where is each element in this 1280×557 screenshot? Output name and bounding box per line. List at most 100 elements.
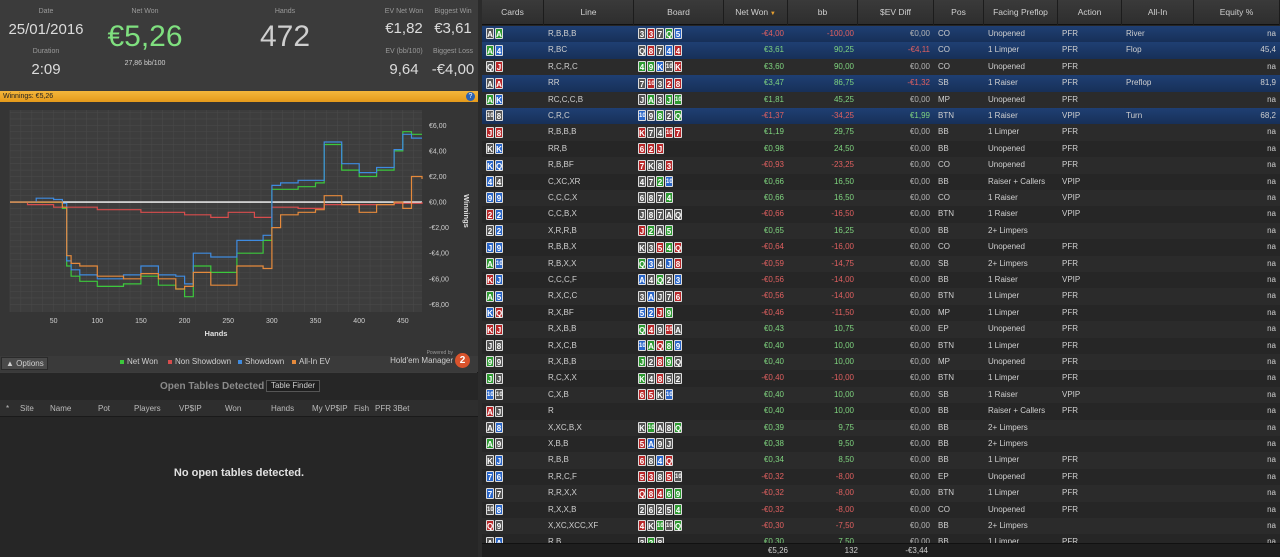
col-header[interactable]: Action [1058,0,1122,25]
table-row[interactable]: 2 2 C,C,B,X J 8 7 A Q -€0,66 -16,50 €0,00 BTN 1 Rais… [482,206,1280,223]
winnings-label: Winnings: €5,26 [3,93,54,100]
open-tables-col[interactable]: PFR [375,404,391,413]
table-row[interactable]: 7 6 R,R,C,F 5 3 8 5 10 -€0,32 -8,00 €0,00 EP Unopene… [482,468,1280,486]
col-header[interactable]: All-In [1122,0,1194,25]
net-won-cell: €0,39 [763,422,784,432]
net-won-cell: €1,81 [763,94,784,104]
col-header[interactable]: Pos [934,0,984,25]
table-finder-button[interactable]: Table Finder [266,380,320,392]
sort-desc-icon[interactable]: ▼ [768,11,776,17]
open-tables-col[interactable]: Won [225,404,242,413]
col-header[interactable]: $EV Diff [858,0,934,25]
table-row[interactable]: 9 9 R,X,B,B J 2 8 9 Q €0,40 10,00 €0,00 MP Unopened P… [482,354,1280,371]
playing-card: A [647,438,655,450]
table-row[interactable]: K K RR,B 6 2 J €0,98 24,50 €0,00 BB Unopened PFR na [482,140,1280,158]
open-tables-col[interactable]: 3Bet [393,404,410,413]
table-row[interactable]: 10 8 C,R,C 10 9 8 2 Q -€1,37 -34,25 €1,99 BTN 1 Rais… [482,108,1280,125]
open-tables-col[interactable]: Hands [271,404,295,413]
playing-card: 7 [656,44,664,56]
table-row[interactable]: K Q R,X,BF 5 2 J 9 -€0,46 -11,50 €0,00 MP 1 Limper P… [482,304,1280,322]
playing-card: 8 [656,159,664,171]
table-row[interactable]: 10 8 R,X,X,B 2 6 2 5 4 -€0,32 -8,00 €0,00 CO Unopene… [482,501,1280,518]
col-header[interactable]: Equity % [1194,0,1280,25]
net-won-cell: €0,98 [763,143,784,153]
table-row[interactable]: 9 9 C,C,C,X 6 8 7 4 €0,66 16,50 €0,00 CO 1 Raiser VP… [482,190,1280,207]
playing-card: 10 [665,520,673,532]
playing-card: Q [674,356,682,368]
open-tables-col[interactable]: Name [50,404,72,413]
col-header[interactable]: Line [544,0,634,25]
playing-card: Q [674,241,682,253]
legend-allin-ev[interactable]: All-In EV [292,357,330,366]
table-row[interactable]: K Q R,B,BF 7 K 8 3 -€0,93 -23,25 €0,00 CO Unopened P… [482,157,1280,174]
legend-showdown[interactable]: Showdown [238,357,284,366]
open-tables-col[interactable]: Site [20,404,34,413]
open-tables-col[interactable]: Pot [98,404,111,413]
playing-card: 8 [495,110,503,122]
table-row[interactable]: K J R,X,B,B Q 4 9 10 A €0,43 10,75 €0,00 EP Unopened… [482,321,1280,338]
table-row[interactable]: J J R,C,X,X K 4 8 5 2 -€0,40 -10,00 €0,00 BTN 1 Limp… [482,370,1280,387]
help-icon[interactable]: ? [466,92,475,101]
open-tables-col[interactable]: VP$IP [179,404,202,413]
table-row[interactable]: A A R,B,B,B 3 3 7 Q 5 -€4,00 -100,00 €0,00 CO Unopen… [482,26,1280,43]
playing-card: 10 [674,93,682,105]
table-row[interactable]: 2 2 X,R,R,B J 2 A 5 €0,65 16,25 €0,00 BB 2+ Limpers… [482,222,1280,240]
col-header[interactable]: Facing Preflop [984,0,1058,25]
playing-card: 2 [495,208,503,220]
table-row[interactable]: A 8 X,XC,B,X K 10 A 8 Q €0,39 9,75 €0,00 BB 2+ Limpe… [482,419,1280,436]
line-cell: R,B,X,X [548,258,577,268]
table-row[interactable]: J 8 R,X,C,B 10 A Q 8 9 €0,40 10,00 €0,00 BTN 1 Limpe… [482,337,1280,354]
table-row[interactable]: 10 10 C,X,B 6 5 K 10 €0,40 10,00 €0,00 SB 1 Raiser V… [482,386,1280,404]
playing-card: 10 [665,323,673,335]
allin-cell: Turn [1126,111,1143,120]
table-row[interactable]: 7 7 R,R,X,X Q 8 4 6 9 -€0,32 -8,00 €0,00 BTN 1 Limpe… [482,485,1280,502]
options-button[interactable]: ▲ Options [1,357,48,370]
table-row[interactable]: A 9 X,B,B 5 A 9 J €0,38 9,50 €0,00 BB 2+ Limpers na [482,436,1280,453]
action-cell: PFR [1062,455,1078,465]
playing-card: J [656,290,664,302]
table-row[interactable]: J 9 R,B,B,X K 3 5 4 Q -€0,64 -16,00 €0,00 CO Unopene… [482,239,1280,256]
allin-cell [1126,190,1190,206]
x-tick-label: 100 [91,318,103,325]
table-row[interactable]: A K RC,C,C,B J A 3 J 10 €1,81 45,25 €0,00 MP Unopene… [482,91,1280,108]
playing-card: K [495,93,503,105]
table-row[interactable]: A 5 R,X,C,C 3 A J 7 6 -€0,56 -14,00 €0,00 BTN 1 Limp… [482,288,1280,305]
position-cell: BB [938,406,949,416]
position-cell: CO [938,160,950,170]
table-row[interactable]: K J C,C,C,F A 4 Q 2 3 -€0,56 -14,00 €0,00 BB 1 Raise… [482,272,1280,289]
col-header[interactable]: Cards [482,0,544,25]
ev-diff-cell: €0,00 [909,373,930,383]
table-row[interactable]: 4 4 C,XC,XR 4 7 2 10 €0,66 16,50 €0,00 BB Raiser + … [482,173,1280,190]
table-row[interactable]: A 10 R,B,X,X Q 3 4 J 8 -€0,59 -14,75 €0,00 SB 2+ Lim… [482,255,1280,272]
col-header[interactable]: Net Won ▼ [724,0,788,25]
open-tables-col[interactable]: * [6,404,10,413]
table-row[interactable]: A 4 R,BC Q 8 7 4 4 €3,61 90,25 -€4,11 CO 1 Limper PFR… [482,42,1280,59]
ev-diff-cell: €0,00 [909,225,930,235]
table-row[interactable]: A A RR 7 10 3 2 8 €3,47 86,75 -€1,32 SB 1 Raiser PFR P… [482,75,1280,92]
open-tables-col[interactable]: Fish [354,404,370,413]
playing-card: 7 [638,159,646,171]
open-tables-col[interactable]: My VP$IP [312,404,348,413]
position-cell: SB [938,78,949,88]
table-row[interactable]: A J R €0,40 10,00 €0,00 BB Raiser + Callers PFR n… [482,403,1280,420]
table-row[interactable]: J 8 R,B,B,B K 7 4 10 7 €1,19 29,75 €0,00 BB 1 Limper… [482,124,1280,141]
table-row[interactable]: K J R,B,B 6 8 4 Q €0,34 8,50 €0,00 BB 1 Limper PFR na [482,452,1280,469]
net-won-cell: -€4,00 [761,29,784,38]
table-row[interactable]: Q 9 X,XC,XCC,XF 4 K 10 10 Q -€0,30 -7,50 €0,00 BB 2+… [482,518,1280,535]
bb-cell: 90,00 [833,61,854,71]
col-header[interactable]: Board [634,0,724,25]
open-tables-col[interactable]: Players [134,404,161,413]
x-axis-label: Hands [205,329,228,338]
col-header-label: bb [817,7,828,17]
bb-cell: 16,50 [833,176,854,186]
legend-net-won[interactable]: Net Won [120,357,158,366]
legend-non-showdown[interactable]: Non Showdown [168,357,231,366]
playing-card: K [486,274,494,286]
allin-cell: Flop [1126,45,1142,55]
table-row[interactable]: Q J R,C,R,C 4 9 K 10 K €3,60 90,00 €0,00 CO Unopened… [482,58,1280,76]
line-cell: C,C,C,F [548,275,577,284]
bb-cell: -10,00 [831,373,854,383]
col-header[interactable]: bb [788,0,858,25]
